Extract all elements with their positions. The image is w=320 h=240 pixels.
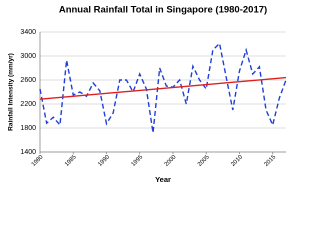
chart: Annual Rainfall Total in Singapore (1980… bbox=[8, 5, 287, 184]
y-tick-label: 3400 bbox=[20, 29, 36, 36]
x-tick-label: 1985 bbox=[64, 154, 78, 168]
y-tick-label: 1800 bbox=[20, 125, 36, 132]
x-tick-label: 2000 bbox=[164, 154, 178, 168]
x-tick-label: 2005 bbox=[197, 154, 211, 168]
x-tick-label: 1990 bbox=[97, 154, 111, 168]
x-axis-label: Year bbox=[155, 175, 171, 184]
y-axis-label: Rainfall Intensity (mm/yr) bbox=[8, 53, 15, 131]
chart-title: Annual Rainfall Total in Singapore (1980… bbox=[59, 5, 267, 16]
y-tick-label: 2200 bbox=[20, 101, 36, 108]
page: {"chart_data": {"type": "line", "title":… bbox=[7, 4, 287, 184]
x-tick-label: 1995 bbox=[131, 154, 145, 168]
x-tick-label: 1980 bbox=[31, 154, 45, 168]
y-tick-label: 3000 bbox=[20, 53, 36, 60]
trend-line bbox=[39, 76, 287, 100]
x-tick-label: 2010 bbox=[230, 154, 244, 168]
y-tick-label: 2600 bbox=[20, 77, 36, 84]
y-tick-label: 1400 bbox=[20, 149, 36, 156]
data-line bbox=[39, 41, 287, 133]
x-tick-label: 2015 bbox=[264, 154, 278, 168]
